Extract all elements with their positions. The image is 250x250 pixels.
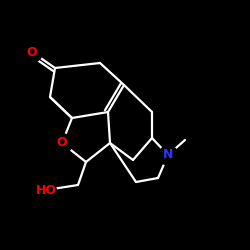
Text: O: O (27, 46, 37, 59)
Text: N: N (163, 148, 173, 162)
Text: O: O (57, 136, 67, 149)
Text: HO: HO (36, 184, 56, 196)
